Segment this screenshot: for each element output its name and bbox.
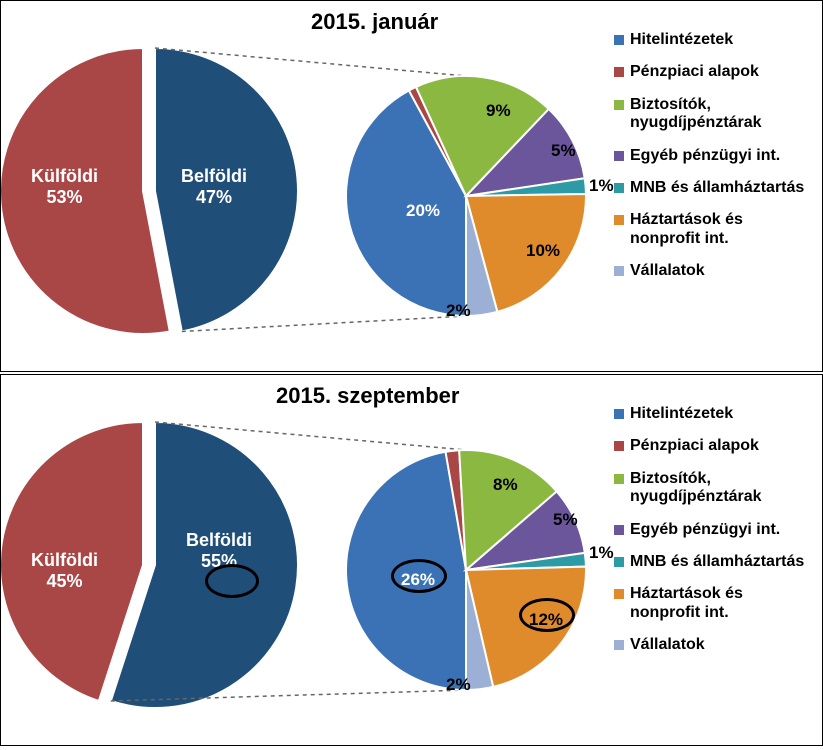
legend-swatch <box>614 441 624 451</box>
label-line: Belföldi <box>181 166 247 187</box>
legend-text: Pénzpiaci alapok <box>630 437 759 455</box>
legend-item: Háztartások és nonprofit int. <box>614 211 814 248</box>
label-line: 47% <box>181 187 247 208</box>
legend-item: Vállalatok <box>614 262 814 280</box>
legend-item: Vállalatok <box>614 636 814 654</box>
legend-text: Biztosítók, nyugdíjpénztárak <box>630 470 814 507</box>
legend-text: Hitelintézetek <box>630 31 733 49</box>
legend-text: MNB és államháztartás <box>630 179 804 197</box>
legend-item: Hitelintézetek <box>614 31 814 49</box>
legend-swatch <box>614 640 624 650</box>
legend-swatch <box>614 589 624 599</box>
legend-text: Vállalatok <box>630 262 705 280</box>
legend-text: Háztartások és nonprofit int. <box>630 585 814 622</box>
legend-swatch <box>614 100 624 110</box>
legend-text: MNB és államháztartás <box>630 553 804 571</box>
legend-item: MNB és államháztartás <box>614 553 814 571</box>
legend-swatch <box>614 35 624 45</box>
legend-item: Egyéb pénzügyi int. <box>614 521 814 539</box>
main-slice-label: Külföldi45% <box>31 550 98 592</box>
legend-text: Pénzpiaci alapok <box>630 63 759 81</box>
detail-slice-label: 5% <box>553 510 578 530</box>
label-line: 53% <box>31 187 98 208</box>
detail-slice-label: 5% <box>551 141 576 161</box>
legend-swatch <box>614 183 624 193</box>
legend-item: MNB és államháztartás <box>614 179 814 197</box>
detail-slice-label: 9% <box>486 101 511 121</box>
legend-swatch <box>614 409 624 419</box>
emphasis-ellipse <box>205 564 259 598</box>
main-slice-label: Belföldi47% <box>181 166 247 208</box>
leader-line <box>182 316 466 331</box>
emphasis-ellipse <box>391 559 447 593</box>
legend-text: Biztosítók, nyugdíjpénztárak <box>630 96 814 133</box>
detail-slice-label: 1% <box>589 176 614 196</box>
legend: Hitelintézetek Pénzpiaci alapok Biztosítók… <box>614 31 814 295</box>
detail-slice-label: 8% <box>493 475 518 495</box>
legend-text: Egyéb pénzügyi int. <box>630 521 780 539</box>
label-line: Külföldi <box>31 550 98 571</box>
legend-swatch <box>614 215 624 225</box>
legend: Hitelintézetek Pénzpiaci alapok Biztosítók… <box>614 405 814 669</box>
label-line: 45% <box>31 571 98 592</box>
detail-slice-label: 20% <box>406 201 440 221</box>
legend-item: Pénzpiaci alapok <box>614 63 814 81</box>
legend-swatch <box>614 525 624 535</box>
main-slice-label: Külföldi53% <box>31 166 98 208</box>
detail-slice-label: 10% <box>526 241 560 261</box>
legend-swatch <box>614 474 624 484</box>
legend-text: Háztartások és nonprofit int. <box>630 211 814 248</box>
detail-slice-label: 1% <box>589 543 614 563</box>
legend-swatch <box>614 67 624 77</box>
legend-text: Egyéb pénzügyi int. <box>630 147 780 165</box>
legend-swatch <box>614 557 624 567</box>
chart-panel: 2015. szeptemberKülföldi45%Belföldi55%26… <box>0 374 823 746</box>
legend-item: Pénzpiaci alapok <box>614 437 814 455</box>
emphasis-ellipse <box>519 598 575 632</box>
chart-panel: 2015. januárKülföldi53%Belföldi47%20%9%5… <box>0 0 823 372</box>
legend-swatch <box>614 266 624 276</box>
label-line: Belföldi <box>186 530 252 551</box>
legend-item: Biztosítók, nyugdíjpénztárak <box>614 96 814 133</box>
legend-swatch <box>614 151 624 161</box>
legend-text: Vállalatok <box>630 636 705 654</box>
label-line: Külföldi <box>31 166 98 187</box>
detail-slice-label: 2% <box>446 301 471 321</box>
legend-item: Biztosítók, nyugdíjpénztárak <box>614 470 814 507</box>
legend-item: Háztartások és nonprofit int. <box>614 585 814 622</box>
legend-item: Hitelintézetek <box>614 405 814 423</box>
legend-item: Egyéb pénzügyi int. <box>614 147 814 165</box>
detail-slice-label: 2% <box>446 675 471 695</box>
legend-text: Hitelintézetek <box>630 405 733 423</box>
